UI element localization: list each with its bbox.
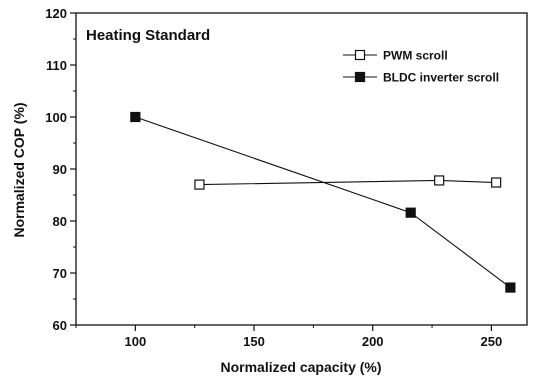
y-axis-ticks: 60 70 80 90 100 110 120 — [45, 6, 76, 333]
y-tick-label: 120 — [45, 6, 67, 21]
data-point-series-2 — [130, 111, 141, 123]
x-axis-title: Normalized capacity (%) — [220, 359, 381, 375]
y-tick-label: 100 — [45, 110, 67, 125]
legend-marker — [354, 49, 366, 61]
y-tick-label: 90 — [53, 162, 67, 177]
x-tick-label: 100 — [124, 334, 146, 349]
plot-frame — [75, 12, 528, 326]
x-tick-label: 150 — [243, 334, 265, 349]
legend-label: BLDC inverter scroll — [383, 71, 499, 85]
y-tick-label: 60 — [53, 318, 67, 333]
series-line-2 — [135, 116, 511, 288]
series-layer — [130, 111, 516, 293]
series-line-1 — [199, 179, 497, 186]
x-axis-ticks: 100 150 200 250 — [75, 325, 503, 349]
data-point-series-2 — [405, 207, 416, 218]
data-point-series-1 — [194, 179, 205, 190]
legend-marker — [354, 71, 366, 83]
data-point-series-1 — [434, 175, 445, 186]
x-tick-label: 250 — [481, 334, 503, 349]
y-tick-label: 70 — [53, 266, 67, 281]
data-point-series-2 — [505, 282, 516, 293]
heating-standard-annotation: Heating Standard — [86, 27, 210, 44]
x-tick-label: 200 — [362, 334, 384, 349]
y-tick-label: 110 — [46, 58, 67, 73]
y-axis-title: Normalized COP (%) — [11, 102, 27, 237]
legend-label: PWM scroll — [383, 49, 448, 63]
y-tick-label: 80 — [53, 214, 67, 229]
data-point-series-1 — [491, 177, 502, 188]
legend: PWM scroll BLDC inverter scroll — [343, 49, 499, 85]
